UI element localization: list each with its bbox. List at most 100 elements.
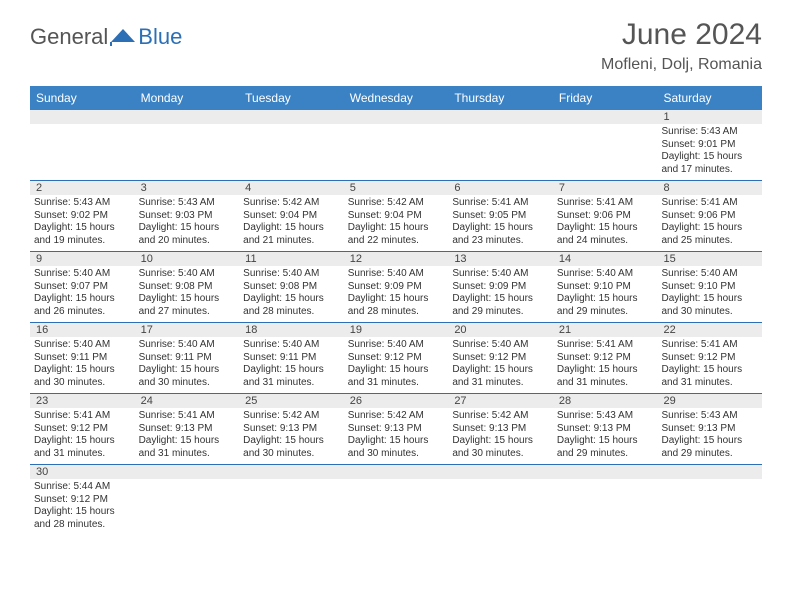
calendar-cell <box>448 124 553 180</box>
day-number <box>239 110 344 124</box>
sunset-text: Sunset: 9:08 PM <box>243 281 340 294</box>
calendar-cell: Sunrise: 5:41 AMSunset: 9:06 PMDaylight:… <box>553 195 658 251</box>
daylight-text: Daylight: 15 hours <box>452 222 549 235</box>
sunset-text: Sunset: 9:08 PM <box>139 281 236 294</box>
day-number: 21 <box>553 323 658 337</box>
day-number: 3 <box>135 181 240 195</box>
daylight-text-2: and 31 minutes. <box>452 377 549 390</box>
calendar-cell: Sunrise: 5:40 AMSunset: 9:11 PMDaylight:… <box>30 337 135 393</box>
month-title: June 2024 <box>601 18 762 52</box>
day-number <box>657 465 762 479</box>
day-number: 7 <box>553 181 658 195</box>
daylight-text-2: and 29 minutes. <box>557 306 654 319</box>
calendar-cell: Sunrise: 5:40 AMSunset: 9:09 PMDaylight:… <box>344 266 449 322</box>
daylight-text: Daylight: 15 hours <box>452 293 549 306</box>
day-number: 23 <box>30 394 135 408</box>
daylight-text-2: and 31 minutes. <box>348 377 445 390</box>
daylight-text: Daylight: 15 hours <box>243 293 340 306</box>
day-header-row: SundayMondayTuesdayWednesdayThursdayFrid… <box>30 86 762 110</box>
sunrise-text: Sunrise: 5:40 AM <box>34 339 131 352</box>
daylight-text: Daylight: 15 hours <box>452 364 549 377</box>
daylight-text-2: and 31 minutes. <box>243 377 340 390</box>
day-header-cell: Wednesday <box>344 86 449 110</box>
week-row: Sunrise: 5:40 AMSunset: 9:07 PMDaylight:… <box>30 266 762 323</box>
sunset-text: Sunset: 9:09 PM <box>348 281 445 294</box>
sunrise-text: Sunrise: 5:42 AM <box>452 410 549 423</box>
day-number-row: 16171819202122 <box>30 323 762 337</box>
daylight-text-2: and 30 minutes. <box>34 377 131 390</box>
sunrise-text: Sunrise: 5:40 AM <box>34 268 131 281</box>
calendar-cell <box>30 124 135 180</box>
daylight-text-2: and 28 minutes. <box>34 519 131 532</box>
header: General Blue June 2024 Mofleni, Dolj, Ro… <box>0 0 792 82</box>
calendar-cell <box>344 124 449 180</box>
daylight-text: Daylight: 15 hours <box>348 293 445 306</box>
daylight-text: Daylight: 15 hours <box>557 222 654 235</box>
daylight-text-2: and 24 minutes. <box>557 235 654 248</box>
daylight-text: Daylight: 15 hours <box>243 435 340 448</box>
calendar-cell: Sunrise: 5:42 AMSunset: 9:13 PMDaylight:… <box>448 408 553 464</box>
sunset-text: Sunset: 9:01 PM <box>661 139 758 152</box>
sunrise-text: Sunrise: 5:41 AM <box>661 197 758 210</box>
calendar-cell: Sunrise: 5:40 AMSunset: 9:08 PMDaylight:… <box>135 266 240 322</box>
calendar-cell: Sunrise: 5:40 AMSunset: 9:07 PMDaylight:… <box>30 266 135 322</box>
sunset-text: Sunset: 9:11 PM <box>243 352 340 365</box>
daylight-text: Daylight: 15 hours <box>557 364 654 377</box>
flag-icon <box>110 28 136 46</box>
daylight-text: Daylight: 15 hours <box>348 222 445 235</box>
daylight-text-2: and 23 minutes. <box>452 235 549 248</box>
sunrise-text: Sunrise: 5:42 AM <box>348 197 445 210</box>
day-number: 15 <box>657 252 762 266</box>
sunrise-text: Sunrise: 5:43 AM <box>661 126 758 139</box>
daylight-text: Daylight: 15 hours <box>348 364 445 377</box>
calendar: SundayMondayTuesdayWednesdayThursdayFrid… <box>30 86 762 535</box>
sunrise-text: Sunrise: 5:42 AM <box>243 197 340 210</box>
day-number: 27 <box>448 394 553 408</box>
daylight-text: Daylight: 15 hours <box>661 293 758 306</box>
day-number: 12 <box>344 252 449 266</box>
sunrise-text: Sunrise: 5:40 AM <box>661 268 758 281</box>
sunrise-text: Sunrise: 5:41 AM <box>34 410 131 423</box>
daylight-text-2: and 25 minutes. <box>661 235 758 248</box>
calendar-cell: Sunrise: 5:43 AMSunset: 9:02 PMDaylight:… <box>30 195 135 251</box>
daylight-text: Daylight: 15 hours <box>661 222 758 235</box>
calendar-body: 1Sunrise: 5:43 AMSunset: 9:01 PMDaylight… <box>30 110 762 535</box>
day-number: 5 <box>344 181 449 195</box>
day-number: 4 <box>239 181 344 195</box>
daylight-text: Daylight: 15 hours <box>661 435 758 448</box>
calendar-cell <box>135 479 240 535</box>
sunrise-text: Sunrise: 5:40 AM <box>557 268 654 281</box>
daylight-text: Daylight: 15 hours <box>34 293 131 306</box>
sunset-text: Sunset: 9:03 PM <box>139 210 236 223</box>
calendar-cell: Sunrise: 5:40 AMSunset: 9:10 PMDaylight:… <box>553 266 658 322</box>
calendar-cell <box>448 479 553 535</box>
daylight-text: Daylight: 15 hours <box>243 364 340 377</box>
location-text: Mofleni, Dolj, Romania <box>601 56 762 74</box>
week-row: Sunrise: 5:43 AMSunset: 9:01 PMDaylight:… <box>30 124 762 181</box>
daylight-text-2: and 19 minutes. <box>34 235 131 248</box>
sunset-text: Sunset: 9:13 PM <box>139 423 236 436</box>
day-number <box>448 110 553 124</box>
daylight-text-2: and 31 minutes. <box>34 448 131 461</box>
day-header-cell: Sunday <box>30 86 135 110</box>
calendar-cell: Sunrise: 5:43 AMSunset: 9:13 PMDaylight:… <box>553 408 658 464</box>
day-number <box>344 110 449 124</box>
sunrise-text: Sunrise: 5:40 AM <box>139 339 236 352</box>
day-header-cell: Saturday <box>657 86 762 110</box>
daylight-text: Daylight: 15 hours <box>34 506 131 519</box>
day-header-cell: Friday <box>553 86 658 110</box>
sunset-text: Sunset: 9:09 PM <box>452 281 549 294</box>
daylight-text: Daylight: 15 hours <box>348 435 445 448</box>
daylight-text-2: and 31 minutes. <box>557 377 654 390</box>
day-number <box>553 110 658 124</box>
week-row: Sunrise: 5:40 AMSunset: 9:11 PMDaylight:… <box>30 337 762 394</box>
calendar-cell: Sunrise: 5:42 AMSunset: 9:13 PMDaylight:… <box>239 408 344 464</box>
calendar-cell: Sunrise: 5:40 AMSunset: 9:10 PMDaylight:… <box>657 266 762 322</box>
sunset-text: Sunset: 9:13 PM <box>557 423 654 436</box>
day-number: 20 <box>448 323 553 337</box>
day-number <box>135 465 240 479</box>
daylight-text: Daylight: 15 hours <box>661 151 758 164</box>
calendar-cell: Sunrise: 5:42 AMSunset: 9:04 PMDaylight:… <box>344 195 449 251</box>
calendar-cell: Sunrise: 5:42 AMSunset: 9:13 PMDaylight:… <box>344 408 449 464</box>
sunset-text: Sunset: 9:12 PM <box>452 352 549 365</box>
